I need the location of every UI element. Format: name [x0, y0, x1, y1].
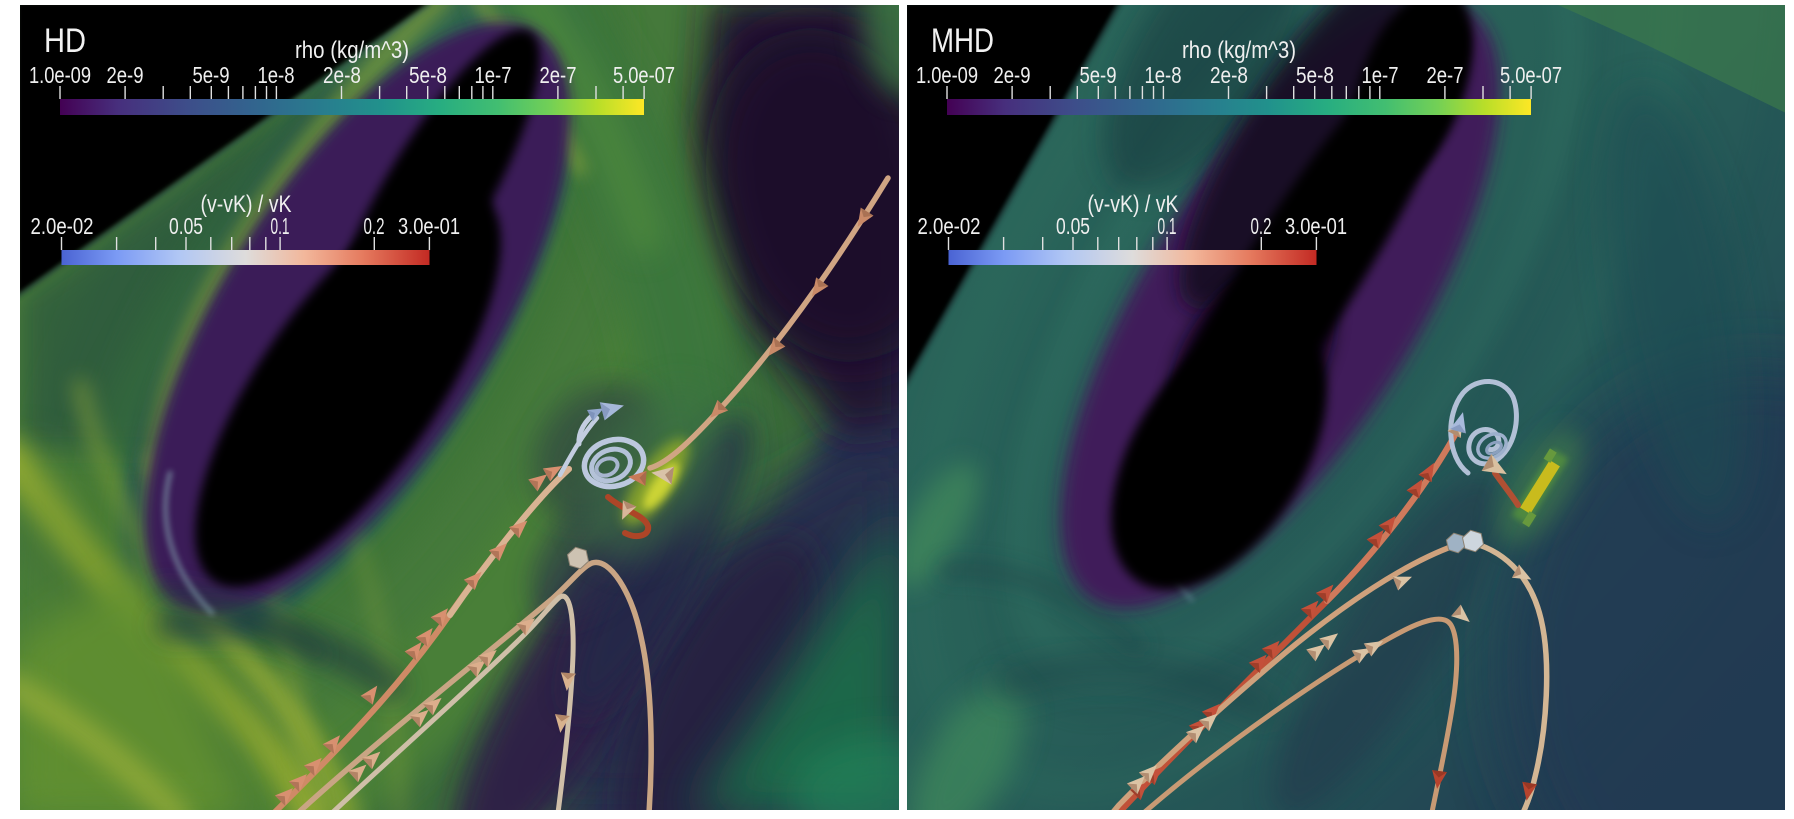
svg-text:5e-8: 5e-8 — [1296, 62, 1334, 88]
svg-text:2e-7: 2e-7 — [540, 62, 577, 88]
svg-text:5e-8: 5e-8 — [409, 62, 447, 88]
svg-text:(v-vK) / vK: (v-vK) / vK — [1088, 191, 1179, 218]
svg-text:(v-vK) / vK: (v-vK) / vK — [201, 191, 292, 218]
svg-text:1e-7: 1e-7 — [475, 62, 512, 88]
svg-text:5.0e-07: 5.0e-07 — [1500, 62, 1562, 88]
svg-text:2e-9: 2e-9 — [107, 62, 144, 88]
svg-text:0.05: 0.05 — [169, 213, 203, 239]
svg-text:rho (kg/m^3): rho (kg/m^3) — [295, 37, 409, 64]
svg-text:1.0e-09: 1.0e-09 — [29, 62, 91, 88]
svg-text:MHD: MHD — [931, 22, 994, 60]
svg-text:2e-7: 2e-7 — [1427, 62, 1464, 88]
svg-text:1e-7: 1e-7 — [1362, 62, 1399, 88]
svg-text:2e-8: 2e-8 — [323, 62, 361, 88]
svg-text:rho (kg/m^3): rho (kg/m^3) — [1182, 37, 1296, 64]
svg-text:2.0e-02: 2.0e-02 — [31, 213, 94, 239]
svg-text:0.2: 0.2 — [1251, 213, 1272, 239]
svg-text:2e-8: 2e-8 — [1210, 62, 1248, 88]
svg-text:2.0e-02: 2.0e-02 — [918, 213, 981, 239]
svg-text:5e-9: 5e-9 — [193, 62, 230, 88]
svg-text:0.05: 0.05 — [1056, 213, 1090, 239]
svg-text:0.1: 0.1 — [271, 213, 290, 239]
svg-text:3.0e-01: 3.0e-01 — [1285, 213, 1347, 239]
svg-text:0.2: 0.2 — [364, 213, 385, 239]
svg-text:HD: HD — [44, 22, 86, 60]
svg-text:1e-8: 1e-8 — [1145, 62, 1182, 88]
svg-text:5e-9: 5e-9 — [1080, 62, 1117, 88]
svg-text:0.1: 0.1 — [1158, 213, 1177, 239]
svg-text:1.0e-09: 1.0e-09 — [916, 62, 978, 88]
svg-text:1e-8: 1e-8 — [258, 62, 295, 88]
svg-text:3.0e-01: 3.0e-01 — [398, 213, 460, 239]
svg-text:2e-9: 2e-9 — [994, 62, 1031, 88]
svg-text:5.0e-07: 5.0e-07 — [613, 62, 675, 88]
